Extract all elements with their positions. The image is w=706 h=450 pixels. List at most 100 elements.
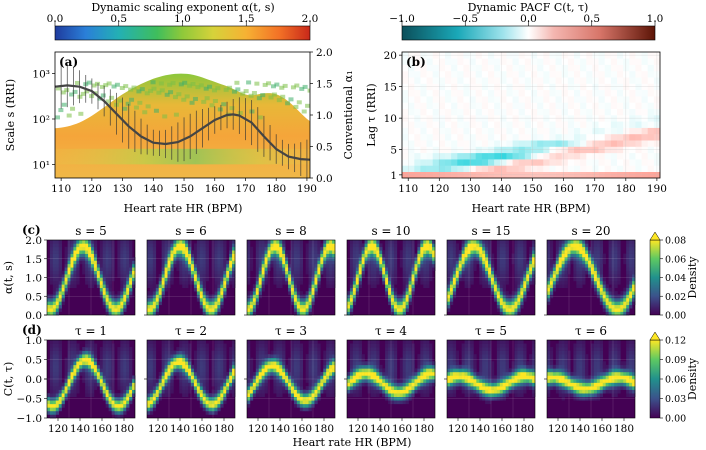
heatmap-b-cell <box>629 77 636 84</box>
density-cell <box>585 270 589 275</box>
density-cell <box>205 389 209 394</box>
heatmap-b-cell <box>561 152 569 160</box>
density-cell <box>126 361 130 366</box>
density-cell <box>382 263 386 268</box>
heatmap-b-cell <box>598 165 606 172</box>
density-cell <box>396 301 401 306</box>
density-cell <box>52 343 57 348</box>
density-cell <box>355 284 360 289</box>
heatmap-a-texture <box>182 80 188 85</box>
density-cell <box>302 297 306 302</box>
density-cell <box>405 284 409 289</box>
density-cell <box>523 277 527 282</box>
heatmap-a-texture <box>299 86 305 91</box>
density-cell <box>423 274 427 278</box>
density-cell <box>120 270 124 275</box>
density-cell <box>326 243 330 248</box>
density-cell <box>126 389 130 394</box>
density-cell <box>317 263 321 268</box>
density-cell <box>76 274 80 278</box>
density-cell <box>282 263 286 268</box>
density-cell <box>523 243 527 248</box>
density-cell <box>47 304 51 309</box>
density-cell <box>505 311 509 316</box>
density-cell <box>285 389 289 394</box>
heatmap-b-cell <box>604 133 612 141</box>
heatmap-a-texture <box>192 96 198 101</box>
density-cell <box>591 270 595 275</box>
density-cell <box>520 297 524 302</box>
density-cell <box>576 267 580 271</box>
density-cell <box>102 375 106 380</box>
density-cell <box>499 291 504 295</box>
heatmap-b-cell <box>475 152 483 160</box>
heatmap-b-cell <box>438 89 446 97</box>
density-cell <box>55 243 60 248</box>
heatmap-b-cell <box>414 102 421 109</box>
density-cell <box>114 304 118 309</box>
density-cell <box>164 274 168 278</box>
density-cell <box>405 301 409 306</box>
density-cell <box>273 368 277 373</box>
density-cell <box>279 280 283 285</box>
density-cell <box>579 274 583 278</box>
density-cell <box>217 287 221 292</box>
density-cell <box>599 280 604 285</box>
heatmap-b-cell <box>561 140 569 147</box>
density-cell <box>47 410 51 415</box>
density-cell <box>476 243 480 248</box>
density-cell <box>173 246 177 251</box>
density-cell <box>464 263 468 268</box>
density-cell <box>349 260 354 265</box>
heatmap-b-cell <box>641 165 649 172</box>
density-cell <box>608 287 612 292</box>
colorbar-label: Density <box>686 256 699 299</box>
density-cell <box>232 280 236 285</box>
density-cell <box>402 246 406 251</box>
density-cell <box>182 270 186 275</box>
heatmap-b-cell <box>623 108 630 116</box>
density-cell <box>408 274 412 278</box>
density-cell <box>499 260 504 265</box>
heatmap-b-cell <box>641 108 649 116</box>
density-cell <box>367 280 371 285</box>
density-cell <box>88 277 92 282</box>
density-cell <box>167 368 171 373</box>
density-cell <box>520 246 524 251</box>
density-cell <box>120 361 124 366</box>
row-panel-label: (c) <box>22 223 41 237</box>
density-cell <box>455 277 460 282</box>
density-cell <box>85 240 89 244</box>
density-cell <box>370 257 374 261</box>
density-cell <box>261 270 265 275</box>
colorbar-a-ticklabel: 1.5 <box>238 13 255 25</box>
density-cell <box>58 280 62 285</box>
density-cell <box>273 246 277 251</box>
density-cell <box>70 246 74 251</box>
density-cell <box>305 243 309 248</box>
density-cell <box>199 257 204 261</box>
heatmap-b-cell <box>475 58 483 65</box>
density-cell <box>476 253 480 258</box>
density-cell <box>288 291 292 295</box>
density-cell <box>149 386 154 390</box>
density-cell <box>596 263 601 268</box>
density-cell <box>99 368 104 373</box>
density-cell <box>602 287 606 292</box>
density-cell <box>458 277 462 282</box>
density-cell <box>632 274 636 278</box>
density-cell <box>547 243 551 248</box>
density-cell <box>191 371 195 376</box>
density-cell <box>296 260 301 265</box>
density-cell <box>302 308 306 312</box>
heatmap-b-cell <box>438 102 446 109</box>
density-cell <box>52 280 57 285</box>
density-cell <box>167 243 171 248</box>
density-cell <box>288 250 292 254</box>
density-cell <box>117 375 121 380</box>
density-cell <box>279 267 283 271</box>
heatmap-b-cell <box>494 165 501 172</box>
density-cell <box>596 240 601 244</box>
density-cell <box>399 294 404 299</box>
heatmap-a <box>55 52 310 178</box>
